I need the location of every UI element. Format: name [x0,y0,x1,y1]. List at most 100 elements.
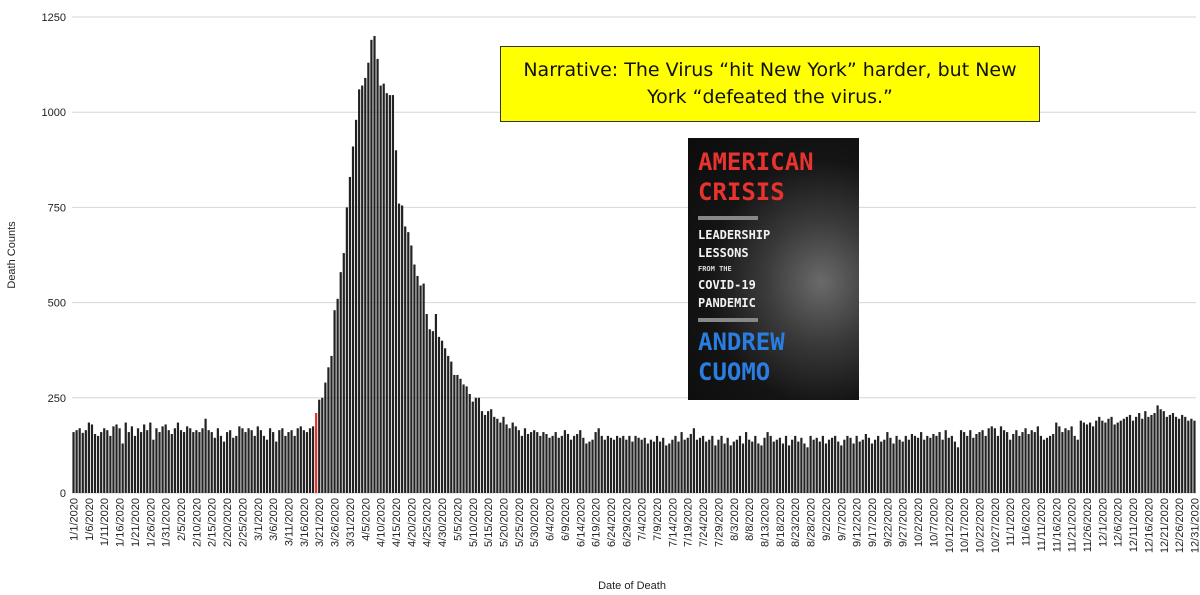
bar [259,430,262,493]
bar [318,399,321,493]
bar [232,437,235,493]
bar [631,441,634,493]
bar [1119,420,1122,493]
bar [781,443,785,493]
bar [333,310,336,493]
bar [993,428,996,493]
bar [505,424,508,493]
bar [616,435,619,493]
bar [1110,416,1113,493]
bar [302,430,305,493]
x-tick-label: 9/27/2020 [898,498,910,547]
bar [401,205,404,493]
bar [367,62,370,494]
x-tick-label: 1/31/2020 [161,498,173,547]
bar [173,428,176,493]
bar [1128,414,1132,493]
bar [1184,416,1187,493]
bar [496,418,499,493]
bar [609,437,613,493]
bar [284,435,287,493]
bar [324,382,327,493]
x-tick-label: 9/22/2020 [882,498,894,547]
bar [557,437,560,493]
bar [1076,439,1079,493]
x-tick-label: 11/1/2020 [1005,498,1017,546]
bar [849,437,852,493]
bar [1159,409,1162,493]
bar [404,226,407,493]
bar [290,430,293,493]
bar [1049,435,1052,493]
bar [1095,420,1098,493]
bar [416,275,419,493]
bar [1036,426,1039,493]
bar [379,85,382,493]
bar [1165,416,1168,493]
bar [517,430,520,493]
bar [665,445,668,493]
bar [821,435,824,493]
bar [299,426,302,493]
x-tick-label: 1/26/2020 [145,498,157,547]
bar [351,146,355,494]
bar [238,426,241,493]
bar [483,414,487,493]
bar [947,437,950,493]
bar [1082,422,1086,493]
bar [1052,433,1055,493]
y-tick-label: 1250 [42,12,66,24]
bar [388,95,391,494]
bar [1098,416,1101,493]
bar [953,441,957,493]
bar [573,435,576,493]
bar [649,439,652,493]
bar [1138,413,1141,493]
bar [981,430,984,493]
bar [222,441,226,493]
bar [170,433,173,493]
bar [597,428,600,493]
x-tick-label: 6/4/2020 [545,498,557,541]
bar [582,437,585,493]
bar [907,439,910,493]
bar [1104,422,1107,493]
bar [536,432,539,493]
bar [330,355,333,493]
bar [625,439,628,493]
bar [772,441,775,493]
x-tick-label: 1/11/2020 [99,498,111,546]
bar [422,283,425,493]
bar [809,435,812,493]
bar [1033,432,1036,493]
book-subtitle: LESSONS [698,246,749,260]
bar [1147,416,1150,493]
x-tick-label: 3/11/2020 [284,498,296,546]
bar [646,443,649,493]
x-tick-label: 7/4/2020 [637,498,649,541]
x-tick-label: 8/18/2020 [775,498,787,547]
bar [235,435,238,493]
bar [692,428,695,493]
x-tick-label: 3/1/2020 [253,498,265,541]
x-tick-label: 7/29/2020 [713,498,725,547]
bar [683,439,686,493]
bar [806,447,809,493]
bar [987,428,990,493]
x-tick-label: 12/11/2020 [1128,498,1140,552]
bar [926,435,929,493]
bar [198,432,201,493]
bar [723,443,726,493]
bar [837,441,840,493]
x-tick-label: 11/21/2020 [1067,498,1079,552]
bar [966,435,969,493]
bar [695,439,699,493]
bar [634,435,637,493]
bar [542,432,545,493]
book-subtitle: LEADERSHIP [698,228,771,242]
bar [787,445,791,493]
bar [278,430,281,493]
bar [1178,418,1181,493]
bar [124,422,127,493]
x-tick-label: 5/15/2020 [483,498,495,547]
